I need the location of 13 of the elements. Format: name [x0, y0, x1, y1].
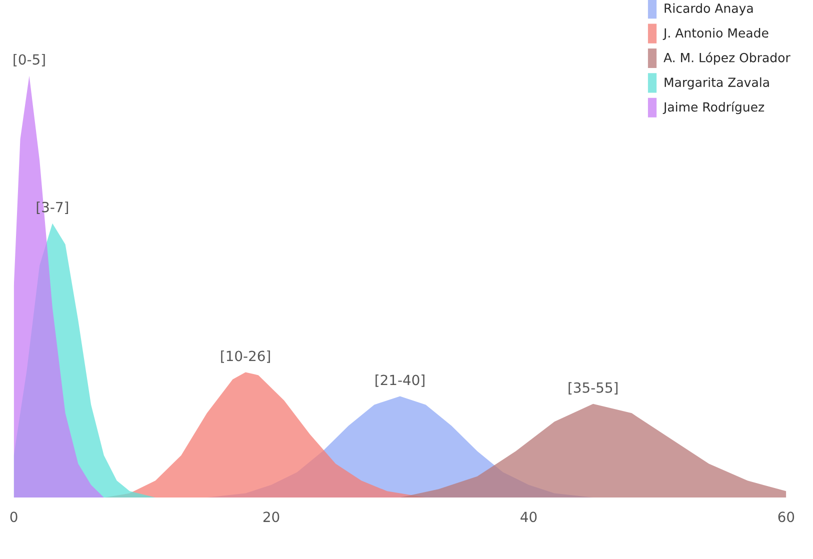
legend-label: J. Antonio Meade: [662, 28, 768, 40]
annotation: [21-40]: [376, 374, 424, 387]
legend-label: A. M. López Obrador: [664, 52, 790, 65]
annotation: [10-26]: [221, 350, 270, 363]
x-tick-label: 0: [10, 512, 18, 522]
annotation: [35-55]: [568, 382, 618, 394]
x-tick-label: 40: [520, 512, 537, 522]
x-tick-label: 60: [778, 512, 794, 522]
legend-label: Margarita Zavala: [664, 77, 769, 90]
annotation: [0-5]: [14, 54, 45, 66]
legend-label: Ricardo Anaya: [664, 3, 753, 16]
x-tick-label: 20: [263, 512, 280, 522]
legend-label: Jaime Rodríguez: [662, 102, 764, 114]
